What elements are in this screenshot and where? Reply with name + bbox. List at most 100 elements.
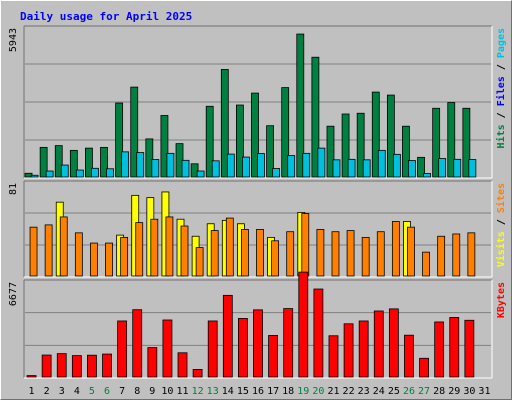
bar-sites-day-1 <box>29 226 38 277</box>
bar-kbytes-day-20 <box>313 288 324 378</box>
bar-sites-day-15 <box>241 229 249 277</box>
bar-kbytes-day-23 <box>358 320 369 378</box>
bar-pages-day-11 <box>181 159 190 178</box>
x-tick-label: 16 <box>252 386 264 397</box>
bar-sites-day-3 <box>59 216 68 277</box>
x-tick-label: 11 <box>176 386 188 397</box>
x-tick-label: 6 <box>104 386 110 397</box>
bar-kbytes-day-24 <box>373 310 384 378</box>
bar-pages-day-13 <box>211 160 220 178</box>
x-tick-label: 26 <box>403 386 415 397</box>
bar-sites-day-19 <box>301 213 310 277</box>
bar-sites-day-14 <box>225 217 234 277</box>
bar-hits-day-13 <box>205 105 214 178</box>
bar-hits-day-7 <box>115 102 124 178</box>
bar-kbytes-day-30 <box>464 319 475 378</box>
bar-kbytes-day-4 <box>71 355 82 378</box>
bar-sites-day-26 <box>407 226 415 277</box>
bar-pages-day-15 <box>242 156 250 178</box>
bar-kbytes-day-19 <box>298 271 309 378</box>
bar-sites-day-17 <box>271 240 279 277</box>
x-tick-label: 9 <box>149 386 155 397</box>
x-tick-label: 5 <box>89 386 95 397</box>
x-tick-label: 22 <box>343 386 355 397</box>
ymax-label: 6677 <box>8 282 19 306</box>
bar-hits-day-25 <box>386 94 395 178</box>
x-tick-label: 21 <box>327 386 339 397</box>
x-tick-label: 25 <box>388 386 400 397</box>
bar-sites-day-5 <box>90 242 98 277</box>
bar-hits-day-5 <box>85 147 93 178</box>
bar-kbytes-day-1 <box>26 375 37 378</box>
axis-legend-label: KBytes <box>496 282 507 318</box>
bar-hits-day-23 <box>356 112 365 178</box>
bar-sites-day-12 <box>195 247 204 277</box>
ymax-label: 5943 <box>8 28 19 52</box>
bar-pages-day-3 <box>60 164 69 178</box>
bar-hits-day-18 <box>281 87 290 178</box>
bar-kbytes-day-27 <box>419 357 429 378</box>
x-tick-label: 24 <box>373 386 385 397</box>
x-tick-label: 12 <box>192 386 204 397</box>
bar-kbytes-day-3 <box>56 353 67 378</box>
bar-pages-day-12 <box>196 170 205 178</box>
bar-pages-day-26 <box>408 160 416 178</box>
bar-kbytes-day-26 <box>404 334 414 378</box>
bar-pages-day-22 <box>347 158 356 178</box>
x-tick-label: 27 <box>418 386 430 397</box>
bar-hits-day-2 <box>39 146 48 178</box>
bar-hits-day-10 <box>160 115 169 178</box>
bar-sites-day-30 <box>467 232 476 277</box>
x-tick-label: 4 <box>74 386 80 397</box>
bar-sites-day-8 <box>135 222 144 277</box>
bar-sites-day-29 <box>452 233 461 277</box>
bar-kbytes-day-28 <box>434 321 445 378</box>
bar-kbytes-day-9 <box>147 347 158 378</box>
bar-sites-day-25 <box>391 221 400 277</box>
bar-kbytes-day-5 <box>87 354 97 378</box>
x-tick-label: 31 <box>478 386 490 397</box>
bar-sites-day-16 <box>256 229 264 277</box>
bar-pages-day-28 <box>438 158 447 178</box>
bar-kbytes-day-11 <box>177 352 188 378</box>
bar-kbytes-day-13 <box>207 320 218 378</box>
x-tick-label: 29 <box>448 386 460 397</box>
bar-kbytes-day-22 <box>343 323 354 378</box>
x-tick-label: 28 <box>433 386 445 397</box>
bar-pages-day-17 <box>272 168 280 178</box>
bar-sites-day-4 <box>74 232 83 277</box>
x-tick-label: 19 <box>297 386 309 397</box>
series-pages <box>30 147 477 178</box>
bar-hits-day-12 <box>190 163 199 178</box>
bar-sites-day-9 <box>150 218 159 277</box>
bar-pages-day-23 <box>362 159 371 178</box>
bar-hits-day-3 <box>54 145 63 178</box>
bar-pages-day-18 <box>287 155 296 178</box>
chart-title: Daily usage for April 2025 <box>20 10 192 23</box>
bar-sites-day-24 <box>376 231 385 277</box>
x-tick-label: 23 <box>358 386 370 397</box>
bar-hits-day-28 <box>432 107 441 178</box>
series-kbytes <box>26 271 475 378</box>
bar-hits-day-16 <box>251 92 259 178</box>
axis-legend-label: Visits / Sites <box>495 183 507 267</box>
x-tick-label: 13 <box>207 386 219 397</box>
bar-kbytes-day-12 <box>192 368 203 378</box>
x-tick-label: 7 <box>119 386 125 397</box>
bar-hits-day-27 <box>417 156 425 178</box>
bar-sites-day-28 <box>437 235 446 277</box>
bar-hits-day-20 <box>311 56 320 178</box>
bar-pages-day-30 <box>468 159 477 178</box>
bar-kbytes-day-16 <box>253 309 263 378</box>
bar-sites-day-13 <box>210 230 219 277</box>
bar-kbytes-day-7 <box>117 320 128 378</box>
bar-hits-day-22 <box>341 113 350 178</box>
ymax-label: 81 <box>8 183 19 195</box>
bar-hits-day-24 <box>371 91 380 178</box>
bar-kbytes-day-15 <box>238 318 248 378</box>
x-tick-label: 14 <box>222 386 234 397</box>
x-tick-label: 10 <box>161 386 173 397</box>
bar-hits-day-15 <box>236 104 244 178</box>
